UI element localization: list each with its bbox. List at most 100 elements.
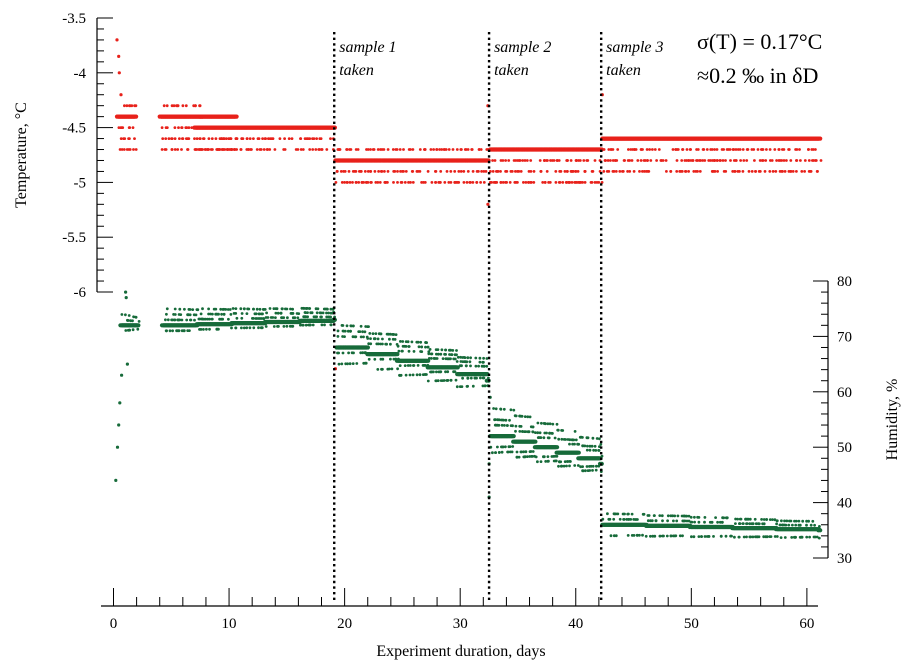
- temperature-point: [184, 104, 188, 108]
- temperature-point: [758, 159, 762, 162]
- humidity-point: [576, 450, 581, 455]
- temperature-point: [795, 170, 798, 173]
- humidity-point: [808, 535, 811, 539]
- temperature-point: [746, 148, 750, 151]
- humidity-point: [408, 364, 412, 367]
- humidity-point: [546, 455, 550, 458]
- temperature-point: [432, 148, 435, 151]
- humidity-point: [738, 522, 742, 525]
- humidity-point: [359, 351, 363, 355]
- temperature-point: [795, 159, 799, 162]
- humidity-point: [240, 326, 243, 330]
- temperature-point: [782, 159, 786, 162]
- temperature-point: [423, 181, 427, 184]
- humidity-point: [349, 329, 352, 333]
- temperature-point: [614, 170, 618, 173]
- temperature-point: [468, 181, 472, 184]
- temperature-point: [578, 181, 582, 184]
- humidity-point: [124, 313, 127, 317]
- humidity-point: [437, 352, 440, 356]
- humidity-point: [730, 534, 733, 538]
- temperature-point: [558, 181, 562, 184]
- temperature-point: [713, 170, 717, 173]
- humidity-point: [494, 407, 498, 411]
- temperature-point: [819, 159, 823, 162]
- temperature-point: [378, 181, 382, 184]
- humidity-point: [483, 384, 487, 388]
- temperature-point: [334, 181, 338, 184]
- humidity-point: [534, 431, 537, 434]
- humidity-point: [748, 517, 752, 521]
- temperature-point: [449, 181, 453, 184]
- temperature-point: [439, 170, 443, 173]
- humidity-point: [594, 468, 598, 472]
- humidity-point: [762, 522, 766, 526]
- humidity-point: [412, 364, 415, 367]
- right-axis-tick-label: 60: [837, 385, 852, 401]
- temperature-point: [753, 159, 756, 162]
- temperature-point: [407, 181, 410, 184]
- humidity-point: [527, 430, 531, 434]
- temperature-point: [165, 126, 169, 129]
- sample-label-line2: taken: [494, 62, 529, 79]
- humidity-point: [512, 408, 516, 412]
- temperature-point: [470, 148, 474, 151]
- humidity-point: [712, 535, 715, 538]
- temperature-point: [752, 148, 756, 151]
- temperature-point: [529, 170, 533, 173]
- humidity-point: [742, 535, 746, 539]
- temperature-point: [493, 159, 497, 162]
- humidity-point: [622, 518, 625, 521]
- temperature-point: [351, 181, 354, 184]
- humidity-point: [546, 422, 550, 426]
- humidity-point: [304, 307, 308, 310]
- humidity-point: [544, 422, 547, 426]
- humidity-point: [257, 317, 261, 320]
- humidity-point: [389, 357, 392, 361]
- temperature-point: [268, 148, 272, 151]
- humidity-point: [188, 329, 191, 332]
- humidity-point: [734, 522, 737, 525]
- humidity-point: [346, 362, 349, 366]
- temperature-point: [418, 170, 422, 173]
- x-axis-tick-label: 30: [453, 616, 468, 632]
- humidity-point: [248, 326, 252, 330]
- temperature-point: [314, 148, 318, 151]
- temperature-point: [396, 170, 399, 173]
- humidity-point: [741, 522, 745, 525]
- humidity-point: [584, 469, 587, 473]
- temperature-point: [741, 148, 745, 151]
- temperature-point: [354, 170, 358, 173]
- humidity-point: [132, 315, 136, 319]
- humidity-point: [194, 313, 198, 317]
- humidity-point: [809, 523, 813, 527]
- temperature-point: [438, 148, 441, 151]
- humidity-point: [682, 519, 686, 523]
- temperature-point: [178, 137, 181, 141]
- temperature-point: [134, 114, 139, 119]
- temperature-point: [807, 148, 810, 151]
- humidity-point: [588, 448, 592, 452]
- humidity-point: [503, 424, 506, 427]
- temperature-point: [505, 170, 509, 173]
- temperature-point: [680, 170, 684, 173]
- x-axis-tick-label: 20: [337, 616, 352, 632]
- humidity-point: [337, 362, 341, 366]
- temperature-point: [265, 148, 269, 151]
- labels: sample 1 taken sample 2 taken sample 3 taken -…: [13, 11, 901, 660]
- humidity-point: [479, 376, 482, 380]
- humidity-point: [191, 308, 195, 311]
- temperature-point: [177, 126, 180, 129]
- temperature-point: [496, 170, 500, 173]
- humidity-point: [374, 332, 378, 335]
- temperature-point: [173, 148, 177, 151]
- humidity-point: [255, 307, 259, 311]
- temperature-point: [529, 181, 533, 184]
- temperature-point: [386, 148, 390, 151]
- humidity-point: [387, 367, 391, 371]
- temperature-point: [691, 159, 695, 162]
- humidity-point: [536, 431, 540, 435]
- temperature-point: [335, 170, 339, 173]
- humidity-point: [449, 378, 453, 382]
- temperature-point: [234, 114, 239, 119]
